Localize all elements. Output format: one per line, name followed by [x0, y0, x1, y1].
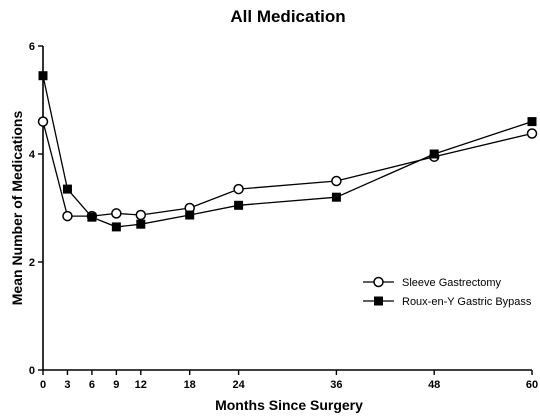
y-axis-title: Mean Number of Medications [9, 111, 25, 306]
chart-title: All Medication [230, 7, 345, 26]
series-line-roux-en-y-gastric-bypass [42, 75, 533, 228]
data-point-roux-en-y-gastric-bypass [136, 219, 146, 229]
legend-label: Roux-en-Y Gastric Bypass [402, 296, 532, 308]
y-tick-label: 0 [29, 365, 35, 377]
data-point-roux-en-y-gastric-bypass [38, 71, 48, 81]
x-tick-label: 6 [89, 379, 95, 391]
data-point-roux-en-y-gastric-bypass [429, 149, 439, 159]
data-point-sleeve-gastrectomy [233, 183, 244, 195]
x-tick-label: 36 [330, 379, 342, 391]
data-point-roux-en-y-gastric-bypass [185, 210, 195, 220]
legend-label: Sleeve Gastrectomy [402, 277, 502, 289]
series-line-sleeve-gastrectomy [42, 121, 533, 217]
data-point-sleeve-gastrectomy [111, 208, 122, 219]
data-point-sleeve-gastrectomy [331, 175, 342, 187]
data-point-roux-en-y-gastric-bypass [527, 117, 537, 127]
data-point-sleeve-gastrectomy [37, 116, 49, 127]
legend-marker-square [374, 296, 383, 306]
x-axis-title: Months Since Surgery [215, 397, 363, 413]
x-tick-label: 18 [184, 379, 196, 391]
legend: Sleeve Gastrectomy Roux-en-Y Gastric Bypa… [363, 276, 532, 308]
data-point-roux-en-y-gastric-bypass [234, 200, 244, 210]
x-tick-label: 9 [113, 379, 119, 391]
y-tick-label: 6 [29, 41, 35, 53]
x-tick-label: 48 [428, 379, 440, 391]
data-point-roux-en-y-gastric-bypass [62, 184, 72, 194]
data-point-roux-en-y-gastric-bypass [87, 212, 97, 222]
legend-marker-circle [373, 276, 384, 288]
data-point-roux-en-y-gastric-bypass [331, 192, 341, 202]
x-tick-label: 24 [232, 379, 245, 391]
x-tick-label: 0 [40, 379, 46, 391]
data-point-roux-en-y-gastric-bypass [111, 222, 121, 232]
y-tick-label: 2 [29, 257, 35, 269]
y-tick-label: 4 [29, 149, 36, 161]
data-point-sleeve-gastrectomy [135, 209, 147, 221]
x-tick-label: 60 [526, 379, 538, 391]
x-tick-label: 12 [135, 379, 147, 391]
data-point-sleeve-gastrectomy [526, 128, 538, 139]
x-tick-label: 3 [64, 379, 70, 391]
data-point-sleeve-gastrectomy [62, 210, 73, 222]
